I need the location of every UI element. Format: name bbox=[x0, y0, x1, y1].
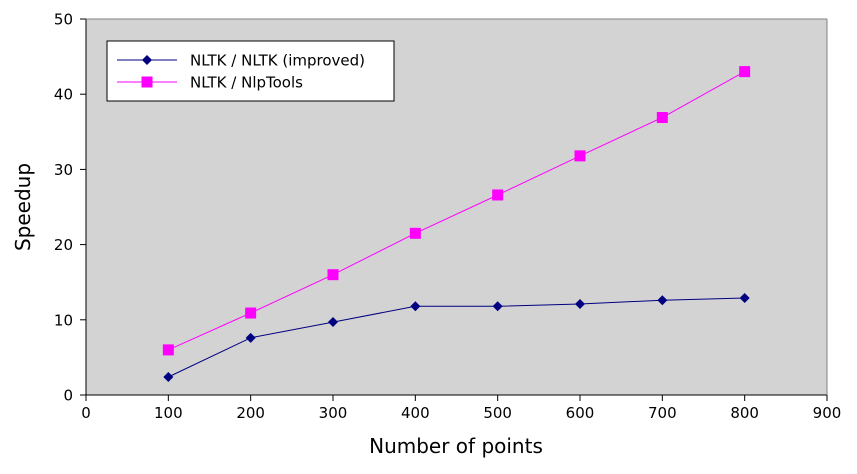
series-1-point bbox=[163, 371, 174, 382]
series-1-point bbox=[410, 301, 421, 312]
y-axis-title: Speedup bbox=[11, 163, 35, 251]
series-2-point bbox=[409, 227, 421, 239]
series-1-point bbox=[492, 301, 503, 312]
series-2-point bbox=[492, 189, 504, 201]
x-axis-title: Number of points bbox=[369, 434, 543, 458]
legend-marker-series-1 bbox=[142, 55, 152, 65]
x-tick-label: 800 bbox=[730, 404, 759, 422]
x-tick-label: 700 bbox=[648, 404, 677, 422]
x-tick-label: 300 bbox=[319, 404, 348, 422]
legend-label-series-1: NLTK / NLTK (improved) bbox=[190, 52, 365, 70]
x-tick-label: 900 bbox=[813, 404, 842, 422]
series-1-line bbox=[168, 297, 745, 378]
y-tick-label: 30 bbox=[54, 161, 73, 179]
y-tick-label: 0 bbox=[63, 387, 73, 405]
y-tick-label: 50 bbox=[54, 11, 73, 29]
y-tick-label: 10 bbox=[54, 311, 73, 329]
series-1-point bbox=[328, 317, 338, 328]
x-tick-label: 200 bbox=[236, 404, 265, 422]
series-1-point bbox=[657, 295, 668, 306]
series-2-point bbox=[245, 307, 257, 319]
series-1-point bbox=[739, 292, 750, 303]
series-2-point bbox=[656, 112, 668, 124]
legend-box bbox=[106, 40, 395, 102]
series-2-point bbox=[162, 344, 174, 356]
series-2-point bbox=[574, 150, 586, 162]
series-2-point bbox=[327, 269, 339, 281]
series-1-point bbox=[575, 299, 585, 310]
legend-label-series-2: NLTK / NlpTools bbox=[190, 74, 303, 92]
x-tick-label: 600 bbox=[566, 404, 595, 422]
series-2-line bbox=[168, 71, 745, 351]
series-1-point bbox=[245, 332, 256, 343]
y-tick-label: 40 bbox=[54, 86, 73, 104]
legend: NLTK / NLTK (improved) NLTK / NlpTools bbox=[106, 40, 395, 102]
series-2-point bbox=[739, 66, 751, 78]
legend-marker-series-2 bbox=[141, 76, 153, 88]
x-tick-label: 0 bbox=[81, 404, 91, 422]
y-tick-label: 20 bbox=[54, 236, 73, 254]
x-tick-label: 400 bbox=[401, 404, 430, 422]
x-tick-label: 100 bbox=[154, 404, 183, 422]
x-tick-label: 500 bbox=[483, 404, 512, 422]
series-layer bbox=[162, 66, 751, 382]
